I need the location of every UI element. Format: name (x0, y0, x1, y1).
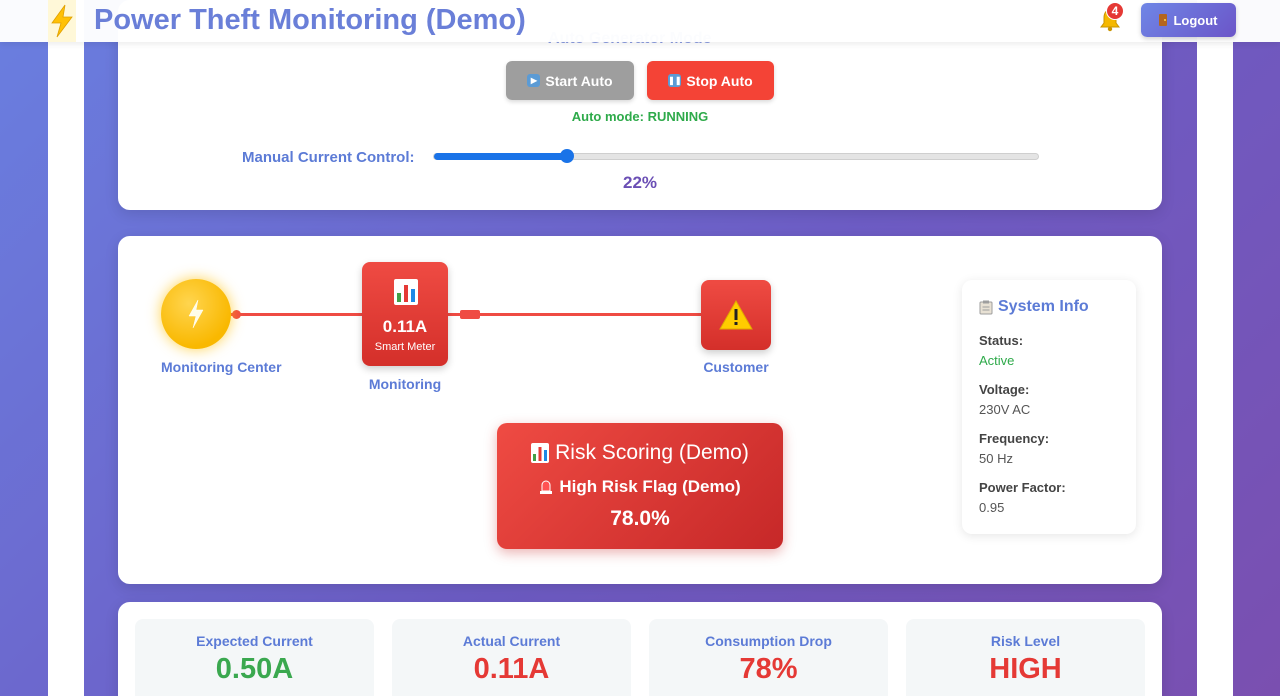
frequency-value: 50 Hz (979, 451, 1013, 466)
manual-current-value: 22% (622, 173, 658, 192)
manual-current-label: Manual Current Control: (242, 149, 415, 166)
metric-actual-current: Actual Current 0.11A (392, 619, 631, 696)
smart-meter-node[interactable]: 0.11A Smart Meter (362, 262, 448, 366)
lightning-icon (188, 299, 204, 329)
app-title: Power Theft Monitoring (Demo) (94, 4, 526, 36)
play-icon: ▶ (527, 74, 541, 87)
start-auto-button[interactable]: ▶ Start Auto (506, 61, 634, 100)
page-margin-left (48, 0, 84, 696)
customer-node[interactable] (701, 280, 771, 350)
risk-score: 78.0% (610, 507, 670, 530)
metric-value: HIGH (989, 653, 1062, 685)
monitoring-center-label: Monitoring Center (161, 359, 282, 375)
lightning-logo-icon (48, 0, 76, 42)
risk-title: Risk Scoring (Demo) (555, 441, 749, 464)
slider-thumb[interactable] (559, 149, 574, 163)
meter-reading: 0.11A (382, 317, 428, 336)
bar-chart-icon (531, 443, 550, 463)
logout-button[interactable]: Logout (1141, 3, 1236, 37)
wire-flow-marker (460, 310, 480, 319)
power-factor-label: Power Factor: (979, 480, 1066, 495)
bar-chart-icon (394, 279, 418, 305)
system-info-title: System Info (998, 298, 1089, 315)
clipboard-icon (979, 300, 993, 314)
metric-label: Expected Current (196, 633, 313, 649)
page-margin-right (1197, 0, 1233, 696)
stop-auto-label: Stop Auto (686, 72, 753, 89)
slider-fill (434, 153, 567, 160)
top-header: Power Theft Monitoring (Demo) (0, 0, 1280, 42)
pause-icon: ❚❚ (668, 74, 682, 87)
siren-icon (540, 480, 553, 494)
risk-flag-text: High Risk Flag (Demo) (559, 477, 741, 496)
customer-label: Customer (703, 359, 769, 375)
wire-node-dot (232, 310, 241, 319)
risk-scoring-panel: Risk Scoring (Demo) High Risk Flag (Demo… (497, 423, 783, 549)
metric-expected-current: Expected Current 0.50A (135, 619, 374, 696)
stop-auto-button[interactable]: ❚❚ Stop Auto (647, 61, 774, 100)
voltage-value: 230V AC (979, 402, 1031, 417)
notification-count-badge: 4 (1106, 2, 1124, 20)
status-label: Status: (979, 333, 1024, 348)
metric-label: Actual Current (462, 633, 561, 649)
manual-current-slider[interactable] (433, 149, 1039, 163)
auto-mode-status: Auto mode: RUNNING (571, 109, 709, 124)
logout-label: Logout (1173, 12, 1218, 28)
door-icon (1159, 14, 1168, 26)
wire-center-meter (231, 313, 362, 316)
monitoring-center-node[interactable] (161, 279, 231, 349)
metric-value: 78% (739, 653, 798, 685)
system-info-panel: System Info Status: Active Voltage: 230V… (962, 280, 1136, 534)
start-auto-label: Start Auto (545, 72, 613, 89)
lightning-icon (51, 4, 73, 38)
frequency-label: Frequency: (979, 431, 1050, 446)
voltage-label: Voltage: (979, 382, 1030, 397)
metric-value: 0.11A (473, 653, 550, 685)
meter-caption: Smart Meter (374, 341, 436, 353)
status-value: Active (979, 353, 1015, 368)
metric-consumption-drop: Consumption Drop 78% (649, 619, 888, 696)
meter-label: Monitoring (368, 376, 442, 392)
metric-label: Risk Level (990, 633, 1061, 649)
power-factor-value: 0.95 (979, 500, 1005, 515)
metric-risk-level: Risk Level HIGH (906, 619, 1145, 696)
warning-icon (719, 300, 753, 330)
metric-value: 0.50A (215, 653, 294, 685)
metric-label: Consumption Drop (705, 633, 832, 649)
wire-meter-customer (448, 313, 701, 316)
